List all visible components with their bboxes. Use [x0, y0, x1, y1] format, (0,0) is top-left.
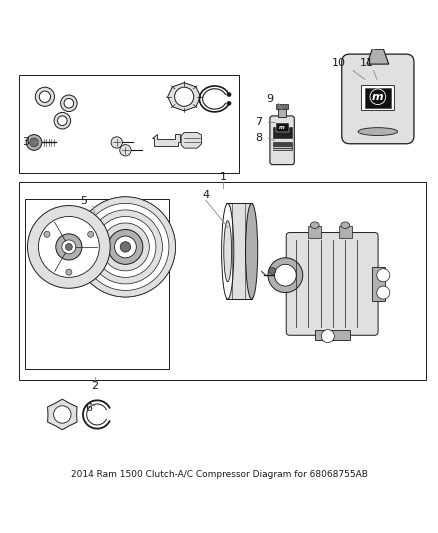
Circle shape [120, 241, 131, 252]
FancyBboxPatch shape [342, 54, 414, 144]
Text: 2: 2 [92, 381, 99, 391]
Circle shape [120, 144, 131, 156]
Circle shape [28, 206, 110, 288]
Circle shape [62, 240, 76, 254]
Circle shape [57, 116, 67, 125]
Bar [339, 226, 352, 238]
Circle shape [377, 269, 390, 282]
Text: 11: 11 [360, 58, 374, 68]
Circle shape [95, 216, 156, 277]
Bar [315, 329, 350, 341]
Ellipse shape [358, 128, 398, 135]
Circle shape [66, 269, 72, 275]
Circle shape [75, 197, 176, 297]
Text: 10: 10 [332, 58, 346, 68]
Circle shape [321, 329, 334, 343]
Circle shape [65, 244, 72, 251]
Text: 8: 8 [255, 133, 263, 143]
FancyBboxPatch shape [286, 232, 378, 335]
Circle shape [269, 268, 276, 274]
Circle shape [53, 406, 71, 423]
Circle shape [26, 135, 42, 150]
Circle shape [54, 112, 71, 129]
Circle shape [88, 231, 94, 237]
Bar [272, 127, 292, 138]
Polygon shape [48, 399, 77, 430]
Text: 7: 7 [255, 117, 263, 127]
Bar [361, 85, 394, 110]
Circle shape [56, 234, 82, 260]
Circle shape [44, 231, 50, 237]
Polygon shape [181, 133, 201, 148]
Text: 2014 Ram 1500 Clutch-A/C Compressor Diagram for 68068755AB: 2014 Ram 1500 Clutch-A/C Compressor Diag… [71, 470, 367, 479]
Polygon shape [226, 204, 252, 299]
Bar [374, 45, 382, 49]
Polygon shape [168, 83, 201, 111]
Text: m: m [279, 125, 285, 130]
Circle shape [102, 223, 149, 271]
Circle shape [175, 87, 194, 107]
Text: 1: 1 [220, 172, 227, 182]
Circle shape [275, 264, 296, 286]
Ellipse shape [311, 222, 319, 229]
Bar [365, 88, 391, 108]
Circle shape [75, 197, 176, 297]
Circle shape [268, 258, 303, 293]
Bar [276, 104, 288, 109]
Circle shape [377, 286, 390, 299]
Circle shape [111, 137, 122, 148]
Text: 6: 6 [85, 403, 92, 413]
Circle shape [108, 230, 143, 264]
Ellipse shape [246, 204, 258, 299]
Circle shape [60, 95, 77, 111]
Bar [278, 108, 286, 117]
Circle shape [35, 87, 54, 107]
Ellipse shape [341, 222, 350, 229]
Circle shape [30, 138, 39, 147]
Bar [272, 142, 292, 150]
Bar [276, 123, 289, 132]
Bar [372, 266, 385, 301]
FancyBboxPatch shape [270, 116, 294, 165]
Polygon shape [367, 48, 389, 64]
Circle shape [227, 92, 231, 96]
Text: 4: 4 [202, 190, 209, 200]
Ellipse shape [222, 204, 234, 299]
Bar [308, 226, 321, 238]
Text: 5: 5 [81, 196, 88, 206]
Ellipse shape [224, 221, 232, 282]
Circle shape [39, 216, 99, 277]
Circle shape [82, 204, 169, 290]
Circle shape [88, 210, 162, 284]
Circle shape [115, 236, 136, 258]
Text: 3: 3 [22, 138, 29, 148]
Polygon shape [152, 134, 180, 146]
Text: 9: 9 [266, 94, 273, 104]
Circle shape [39, 91, 50, 102]
Circle shape [64, 99, 74, 108]
Text: m: m [372, 92, 384, 102]
Circle shape [227, 101, 231, 106]
